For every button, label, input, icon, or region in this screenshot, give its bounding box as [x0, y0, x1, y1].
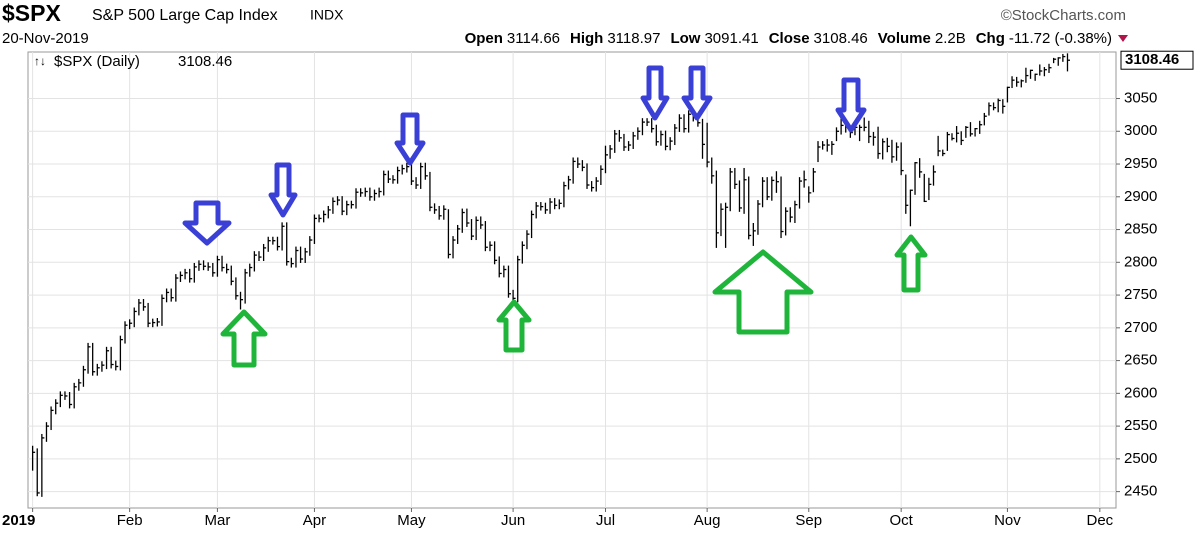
quote-field: High 3118.97: [570, 30, 660, 47]
quote-fields: Open 3114.66 High 3118.97 Low 3091.41 Close 310…: [465, 30, 1128, 47]
plot-frame: [27, 51, 1117, 509]
y-tick-label: 2800: [1124, 253, 1157, 270]
down-arrow: [835, 77, 867, 133]
y-tick-label: 3000: [1124, 122, 1157, 139]
x-tick-label: Apr: [303, 512, 326, 529]
x-tick-label: Feb: [117, 512, 143, 529]
quote-label: Close: [768, 29, 810, 47]
y-tick-label: 2550: [1124, 417, 1157, 434]
y-tick-label: 3050: [1124, 89, 1157, 106]
quote-label: Volume: [877, 29, 931, 47]
legend: ↑↓ $SPX (Daily) 3108.46: [34, 53, 232, 70]
grid: [28, 52, 1120, 512]
y-tick-label: 2600: [1124, 384, 1157, 401]
credit: ©StockCharts.com: [1001, 7, 1126, 24]
y-tick-label: 2950: [1124, 155, 1157, 172]
x-tick-label: Dec: [1086, 512, 1113, 529]
x-tick-label: Jul: [596, 512, 615, 529]
down-arrow: [394, 112, 426, 166]
x-tick-label: Nov: [994, 512, 1021, 529]
quote-row: 20-Nov-2019 Open 3114.66 High 3118.97 Low 309…: [0, 29, 1128, 47]
y-tick-label: 2450: [1124, 483, 1157, 500]
change-indicator: [1118, 34, 1128, 42]
down-arrow: [640, 65, 670, 121]
down-arrow: [182, 200, 232, 246]
last-price-box: [1120, 50, 1194, 70]
x-tick-label: May: [397, 512, 426, 529]
price-bars: [31, 53, 1070, 497]
x-tick-label: 2019: [2, 512, 35, 529]
x-tick-label: Oct: [890, 512, 914, 529]
quote-value: 2.2B: [934, 29, 966, 47]
legend-icon: ↑↓: [34, 54, 46, 68]
quote-label: High: [570, 29, 604, 47]
quote-label: Open: [464, 29, 503, 47]
quote-value: 3108.46: [813, 29, 868, 47]
legend-value: 3108.46: [178, 53, 232, 70]
quote-field: Low 3091.41: [670, 30, 758, 47]
exchange: INDX: [310, 7, 344, 23]
symbol: $SPX: [2, 0, 61, 26]
quote-field: Close 3108.46: [769, 30, 868, 47]
up-arrow: [894, 234, 928, 293]
quote-field: Volume 2.2B: [878, 30, 966, 47]
y-tick-label: 2700: [1124, 319, 1157, 336]
up-arrow: [220, 309, 268, 368]
quote-label: Low: [670, 29, 701, 47]
quote-field: Open 3114.66: [465, 30, 560, 47]
last-price-label: 3108.46: [1125, 51, 1179, 68]
quote-field: Chg -11.72 (-0.38%): [976, 30, 1112, 47]
y-tick-label: 2750: [1124, 286, 1157, 303]
quote-value: 3091.41: [704, 29, 759, 47]
x-tick-label: Sep: [795, 512, 822, 529]
quote-value: -11.72 (-0.38%): [1008, 29, 1112, 47]
quote-label: Chg: [975, 29, 1005, 47]
quote-value: 3114.66: [506, 29, 561, 47]
down-arrow: [268, 162, 298, 218]
down-arrow: [681, 65, 713, 121]
y-tick-label: 2850: [1124, 221, 1157, 238]
quote-date: 20-Nov-2019: [2, 29, 89, 47]
y-tick-label: 2900: [1124, 188, 1157, 205]
y-tick-label: 2650: [1124, 352, 1157, 369]
x-tick-label: Jun: [501, 512, 525, 529]
annotation-arrows: [182, 65, 928, 368]
quote-value: 3118.97: [607, 29, 661, 47]
index-name: S&P 500 Large Cap Index: [92, 7, 278, 24]
y-tick-label: 2500: [1124, 450, 1157, 467]
x-tick-label: Aug: [694, 512, 721, 529]
up-arrow: [712, 249, 814, 335]
legend-name: $SPX (Daily): [54, 53, 140, 70]
x-tick-label: Mar: [204, 512, 230, 529]
up-arrow: [496, 299, 532, 353]
